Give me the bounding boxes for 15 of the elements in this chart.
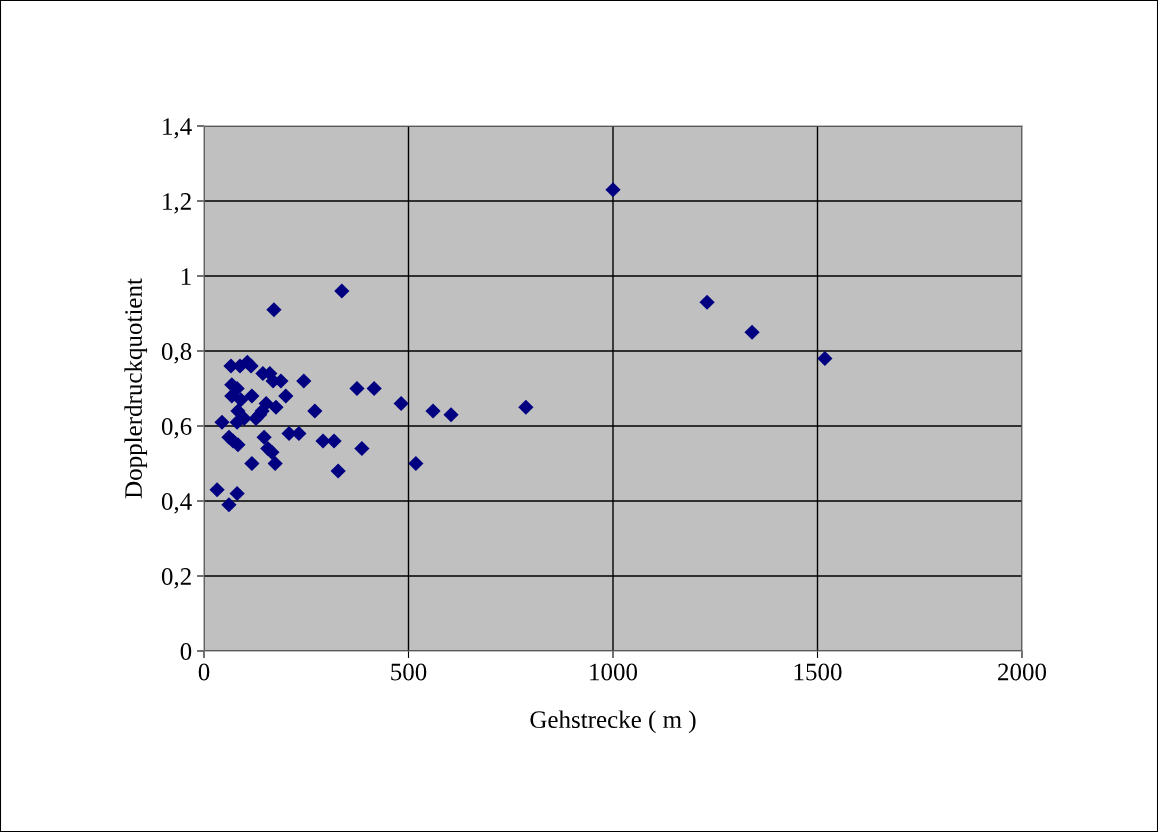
y-tick-label: 1 bbox=[181, 268, 191, 285]
x-tick-label: 0 bbox=[198, 663, 210, 681]
x-axis-title: Gehstrecke ( m ) bbox=[530, 710, 696, 734]
y-tick-label: 0 bbox=[180, 643, 192, 660]
y-tick-label: 1,4 bbox=[163, 118, 192, 139]
y-tick-label: 0,6 bbox=[161, 418, 192, 439]
x-tick-label: 500 bbox=[391, 663, 427, 681]
x-tick-label: 1500 bbox=[794, 663, 842, 681]
x-tick-label: 1000 bbox=[590, 663, 638, 681]
y-tick-label: 0,8 bbox=[161, 343, 192, 364]
y-tick-label: 0,2 bbox=[161, 568, 191, 589]
y-tick-label: 1,2 bbox=[163, 193, 191, 214]
y-axis-title: Dopplerdruckquotient bbox=[124, 278, 148, 499]
x-tick-label: 2000 bbox=[998, 663, 1047, 681]
y-tick-label: 0,4 bbox=[161, 493, 192, 514]
